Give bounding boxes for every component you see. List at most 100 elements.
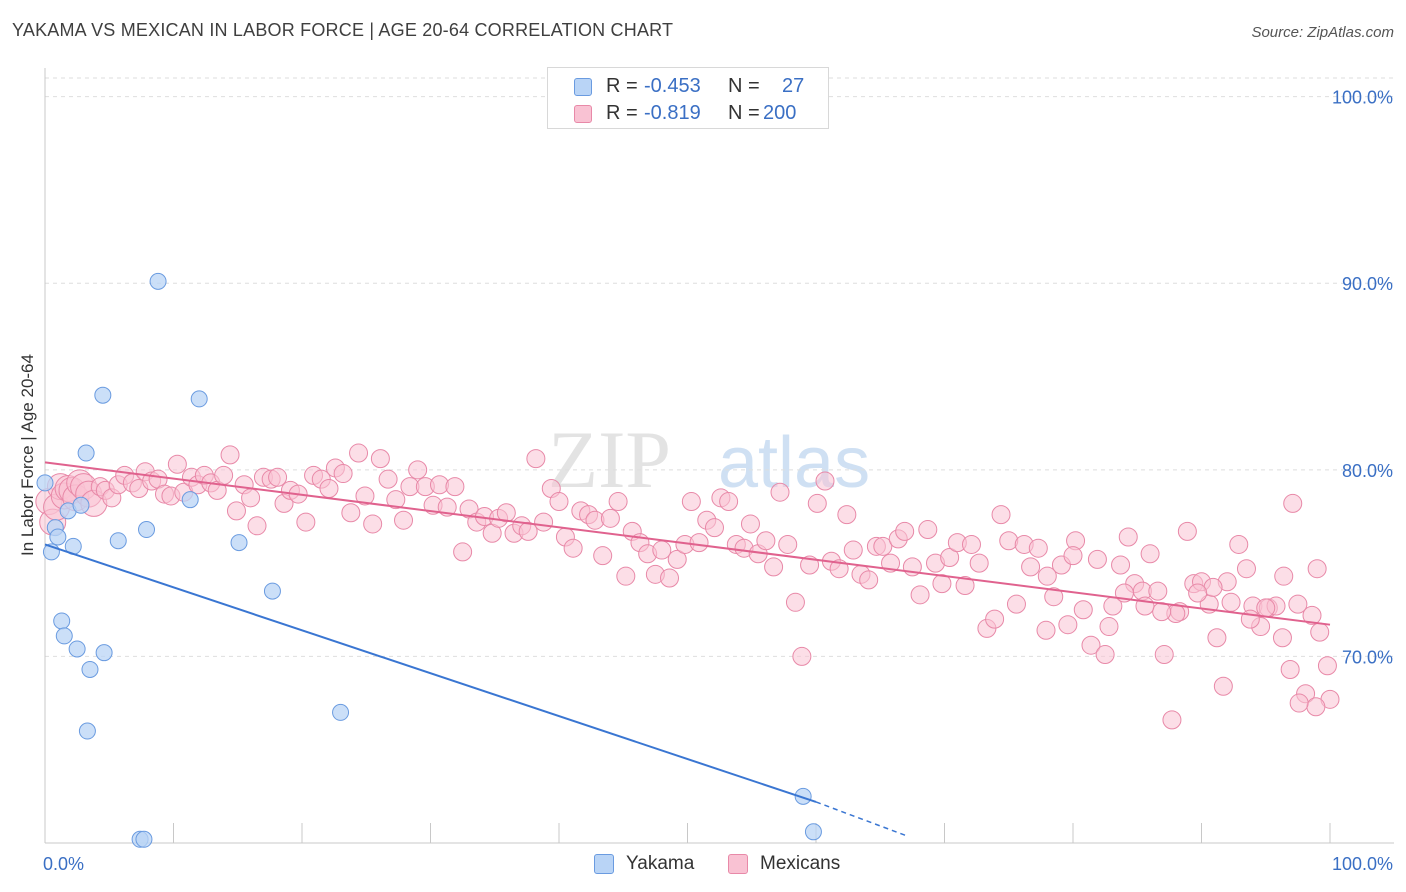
r-value: -0.453 — [644, 75, 701, 97]
mexicans-point — [1028, 538, 1048, 558]
trend-lines — [44, 461, 1331, 837]
mexicans-point — [1111, 555, 1131, 575]
yakama-point — [181, 491, 199, 509]
mexicans-point — [792, 646, 812, 666]
mexicans-point — [1036, 620, 1056, 640]
mexicans-point — [526, 449, 546, 469]
yakama-trend-line — [44, 543, 817, 803]
mexicans-point — [214, 465, 234, 485]
mexicans-trend-line — [44, 461, 1331, 626]
yakama-point — [95, 644, 113, 662]
axes — [44, 68, 1394, 844]
mexicans-swatch — [574, 105, 592, 123]
x-tick-label: 0.0% — [43, 854, 84, 874]
x-tick-label: 100.0% — [1332, 854, 1393, 874]
mexicans-point — [319, 478, 339, 498]
mexicans-point — [1280, 659, 1300, 679]
source-credit[interactable]: Source: ZipAtlas.com — [1251, 24, 1394, 41]
chart-title: YAKAMA VS MEXICAN IN LABOR FORCE | AGE 2… — [12, 20, 674, 40]
mexicans-point — [1307, 559, 1327, 579]
mexicans-point — [268, 467, 288, 487]
n-label: N = — [728, 102, 760, 124]
mexicans-point — [386, 490, 406, 510]
yakama-point — [94, 386, 112, 404]
mexicans-point — [1256, 598, 1276, 618]
yakama-point — [190, 390, 208, 408]
mexicans-point — [220, 445, 240, 465]
mexicans-point — [843, 540, 863, 560]
legend-item-yakama[interactable]: Yakama — [594, 852, 714, 878]
mexicans-point — [1073, 600, 1093, 620]
legend-item-mexicans[interactable]: Mexicans — [728, 852, 868, 878]
y-tick-label: 70.0% — [1342, 647, 1393, 667]
mexicans-point — [1058, 615, 1078, 635]
y-tick-labels: 70.0% 80.0% 90.0% 100.0% — [1332, 88, 1393, 668]
mexicans-point — [370, 449, 390, 469]
mexicans-point — [1037, 566, 1057, 586]
x-tick-labels: 0.0% 100.0% — [43, 854, 1393, 874]
mexicans-point — [1177, 521, 1197, 541]
mexicans-point — [355, 486, 375, 506]
n-value: 200 — [763, 102, 797, 124]
mexicans-point — [932, 574, 952, 594]
mexicans-point — [1154, 645, 1174, 665]
y-axis-label: In Labor Force | Age 20-64 — [18, 354, 37, 556]
mexicans-point — [1289, 693, 1309, 713]
mexicans-point — [756, 531, 776, 551]
mexicans-legend-label: Mexicans — [760, 853, 841, 874]
mexicans-point — [873, 536, 893, 556]
mexicans-point — [1302, 605, 1322, 625]
mexicans-point — [955, 576, 975, 596]
mexicans-point — [167, 454, 187, 474]
mexicans-legend-swatch — [728, 854, 748, 874]
mexicans-point — [1021, 557, 1041, 577]
mexicans-point — [1213, 676, 1233, 696]
yakama-legend-label: Yakama — [626, 853, 695, 874]
mexicans-point — [1310, 622, 1330, 642]
mexicans-point — [1081, 635, 1101, 655]
watermark: ZIP atlas — [548, 414, 870, 505]
mexicans-point — [681, 492, 701, 512]
mexicans-point — [1229, 534, 1249, 554]
mexicans-point — [1044, 587, 1064, 607]
watermark-atlas: atlas — [718, 423, 870, 503]
yakama-point — [68, 640, 86, 658]
mexicans-point — [496, 503, 516, 523]
mexicans-point — [704, 518, 724, 538]
mexicans-point — [226, 501, 246, 521]
mexicans-point — [910, 585, 930, 605]
r-label: R = — [606, 102, 638, 124]
mexicans-point — [333, 464, 353, 484]
mexicans-point — [815, 471, 835, 491]
yakama-point — [49, 528, 67, 546]
legend-row-yakama: R = -0.453 N = 27 — [548, 74, 828, 100]
mexicans-point — [764, 557, 784, 577]
yakama-point — [332, 703, 350, 721]
mexicans-point — [1283, 493, 1303, 513]
mexicans-point — [1236, 559, 1256, 579]
mexicans-point — [241, 488, 261, 508]
yakama-point — [55, 627, 73, 645]
yakama-point — [263, 582, 281, 600]
mexicans-point — [660, 568, 680, 588]
mexicans-point — [1188, 583, 1208, 603]
mexicans-point — [689, 533, 709, 553]
mexicans-point — [534, 512, 554, 532]
mexicans-point — [1099, 617, 1119, 637]
mexicans-point — [807, 493, 827, 513]
mexicans-point — [453, 542, 473, 562]
mexicans-point — [991, 505, 1011, 525]
mexicans-point — [563, 538, 583, 558]
mexicans-point — [1317, 656, 1337, 676]
mexicans-point — [770, 482, 790, 502]
yakama-point — [81, 660, 99, 678]
mexicans-point — [1272, 628, 1292, 648]
yakama-point — [72, 496, 90, 514]
mexicans-point — [1095, 645, 1115, 665]
r-value: -0.819 — [644, 102, 701, 124]
mexicans-point — [1274, 566, 1294, 586]
yakama-point — [230, 534, 248, 552]
yakama-point — [109, 532, 127, 550]
mexicans-point — [600, 508, 620, 528]
legend-row-mexicans: R = -0.819 N = 200 — [548, 101, 828, 127]
